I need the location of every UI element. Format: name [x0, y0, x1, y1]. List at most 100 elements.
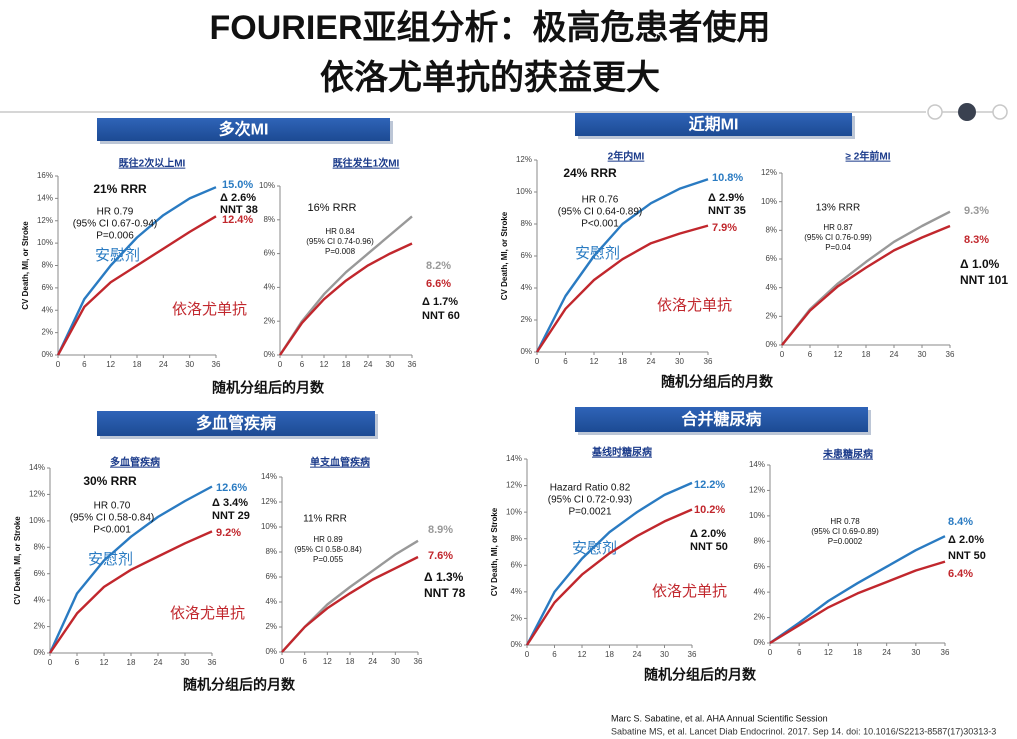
end-label: 6.4%: [948, 568, 973, 580]
end-label: 7.6%: [428, 550, 453, 562]
series-name: 依洛尤单抗: [657, 297, 732, 314]
x-tick-label: 0: [278, 360, 283, 369]
x-tick-label: 24: [882, 648, 891, 657]
x-tick-label: 24: [159, 360, 168, 369]
y-tick-label: 6%: [520, 251, 532, 260]
x-tick-label: 12: [834, 350, 843, 359]
y-tick-label: 8%: [33, 542, 45, 551]
annotation: NNT 60: [422, 310, 460, 322]
end-label: 9.2%: [216, 527, 241, 539]
x-tick-label: 36: [688, 650, 697, 659]
annotation: (95% CI 0.58-0.84): [294, 545, 362, 554]
y-axis-label: CV Death, MI, or Stroke: [13, 516, 22, 605]
x-tick-label: 6: [552, 650, 557, 659]
x-tick-label: 36: [414, 657, 423, 666]
x-tick-label: 36: [941, 648, 950, 657]
x-tick-label: 30: [918, 350, 927, 359]
chart-title: ≥ 2年前MI: [846, 150, 891, 163]
chart-title: 未患糖尿病: [822, 448, 873, 461]
annotation: P=0.0021: [568, 507, 612, 518]
x-tick-label: 12: [106, 360, 115, 369]
y-tick-label: 2%: [753, 613, 765, 622]
end-label: 8.3%: [964, 234, 989, 246]
x-tick-label: 0: [525, 650, 530, 659]
x-tick-label: 24: [890, 350, 899, 359]
y-tick-label: 10%: [761, 197, 777, 206]
annotation: P=0.008: [325, 247, 356, 256]
end-label: 10.2%: [694, 504, 725, 516]
y-tick-label: 10%: [749, 511, 765, 520]
x-tick-label: 0: [768, 648, 773, 657]
citation: Marc S. Sabatine, et al. AHA Annual Scie…: [611, 713, 828, 723]
annotation: (95% CI 0.76-0.99): [804, 233, 872, 242]
section-header: [575, 407, 868, 432]
km-curve: [281, 555, 419, 653]
chart-title: 多血管疾病: [110, 456, 160, 469]
y-tick-label: 12%: [261, 497, 277, 506]
y-tick-label: 8%: [765, 225, 777, 234]
y-tick-label: 14%: [29, 463, 45, 472]
y-tick-label: 10%: [29, 516, 45, 525]
y-axis-label: CV Death, MI, or Stroke: [500, 211, 509, 300]
annotation: Δ 1.7%: [422, 296, 458, 308]
x-tick-label: 0: [535, 357, 540, 366]
annotation: Δ 2.0%: [690, 528, 726, 540]
y-tick-label: 8%: [265, 547, 277, 556]
x-tick-label: 30: [391, 657, 400, 666]
y-tick-label: 2%: [263, 316, 275, 325]
series-name: 安慰剂: [572, 539, 617, 557]
annotation: Δ 2.6%: [220, 192, 256, 204]
y-tick-label: 6%: [263, 249, 275, 258]
y-tick-label: 6%: [753, 562, 765, 571]
y-axis-label: CV Death, MI, or Stroke: [21, 221, 30, 310]
y-tick-label: 2%: [33, 622, 45, 631]
y-tick-label: 0%: [753, 638, 765, 647]
annotation: (95% CI 0.67-0.94): [73, 219, 158, 230]
y-tick-label: 0%: [520, 347, 532, 356]
annotation: P=0.04: [825, 243, 851, 252]
x-tick-label: 12: [824, 648, 833, 657]
annotation: NNT 38: [220, 204, 258, 216]
annotation: (95% CI 0.64-0.89): [558, 207, 643, 218]
x-axis-label: 随机分组后的月数: [212, 380, 325, 396]
y-tick-label: 6%: [510, 560, 522, 569]
series-name: 依洛尤单抗: [172, 301, 247, 318]
y-tick-label: 8%: [510, 534, 522, 543]
end-label: 9.3%: [964, 205, 989, 217]
citation: Sabatine MS, et al. Lancet Diab Endocrin…: [611, 726, 996, 736]
y-tick-label: 4%: [520, 283, 532, 292]
chart-title: 单支血管疾病: [310, 456, 370, 469]
y-tick-label: 10%: [37, 238, 53, 247]
annotation: P=0.0002: [828, 537, 863, 546]
y-tick-label: 12%: [761, 168, 777, 177]
x-tick-label: 18: [862, 350, 871, 359]
y-tick-label: 0%: [265, 647, 277, 656]
section-header: [97, 118, 390, 141]
series-name: 安慰剂: [95, 246, 140, 264]
annotation: HR 0.70: [94, 501, 131, 512]
km-curve: [279, 242, 413, 356]
chart-title: 2年内MI: [608, 150, 645, 163]
series-name: 安慰剂: [88, 550, 133, 568]
annotation: (95% CI 0.72-0.93): [548, 495, 633, 506]
y-tick-label: 0%: [263, 350, 275, 359]
x-tick-label: 18: [346, 657, 355, 666]
km-curve: [769, 560, 946, 645]
x-axis-label: 随机分组后的月数: [644, 667, 757, 683]
series-name: 安慰剂: [575, 244, 620, 262]
chart-title: 基线时糖尿病: [591, 446, 652, 459]
km-curve: [769, 535, 946, 644]
annotation: 21% RRR: [93, 182, 147, 196]
x-tick-label: 36: [212, 360, 221, 369]
annotation: Δ 2.0%: [948, 534, 984, 546]
km-curve: [535, 178, 709, 353]
x-tick-label: 0: [280, 657, 285, 666]
x-tick-label: 18: [127, 658, 136, 667]
x-tick-label: 18: [853, 648, 862, 657]
y-tick-label: 2%: [41, 328, 53, 337]
y-tick-label: 12%: [749, 486, 765, 495]
x-tick-label: 30: [911, 648, 920, 657]
y-tick-label: 4%: [265, 597, 277, 606]
